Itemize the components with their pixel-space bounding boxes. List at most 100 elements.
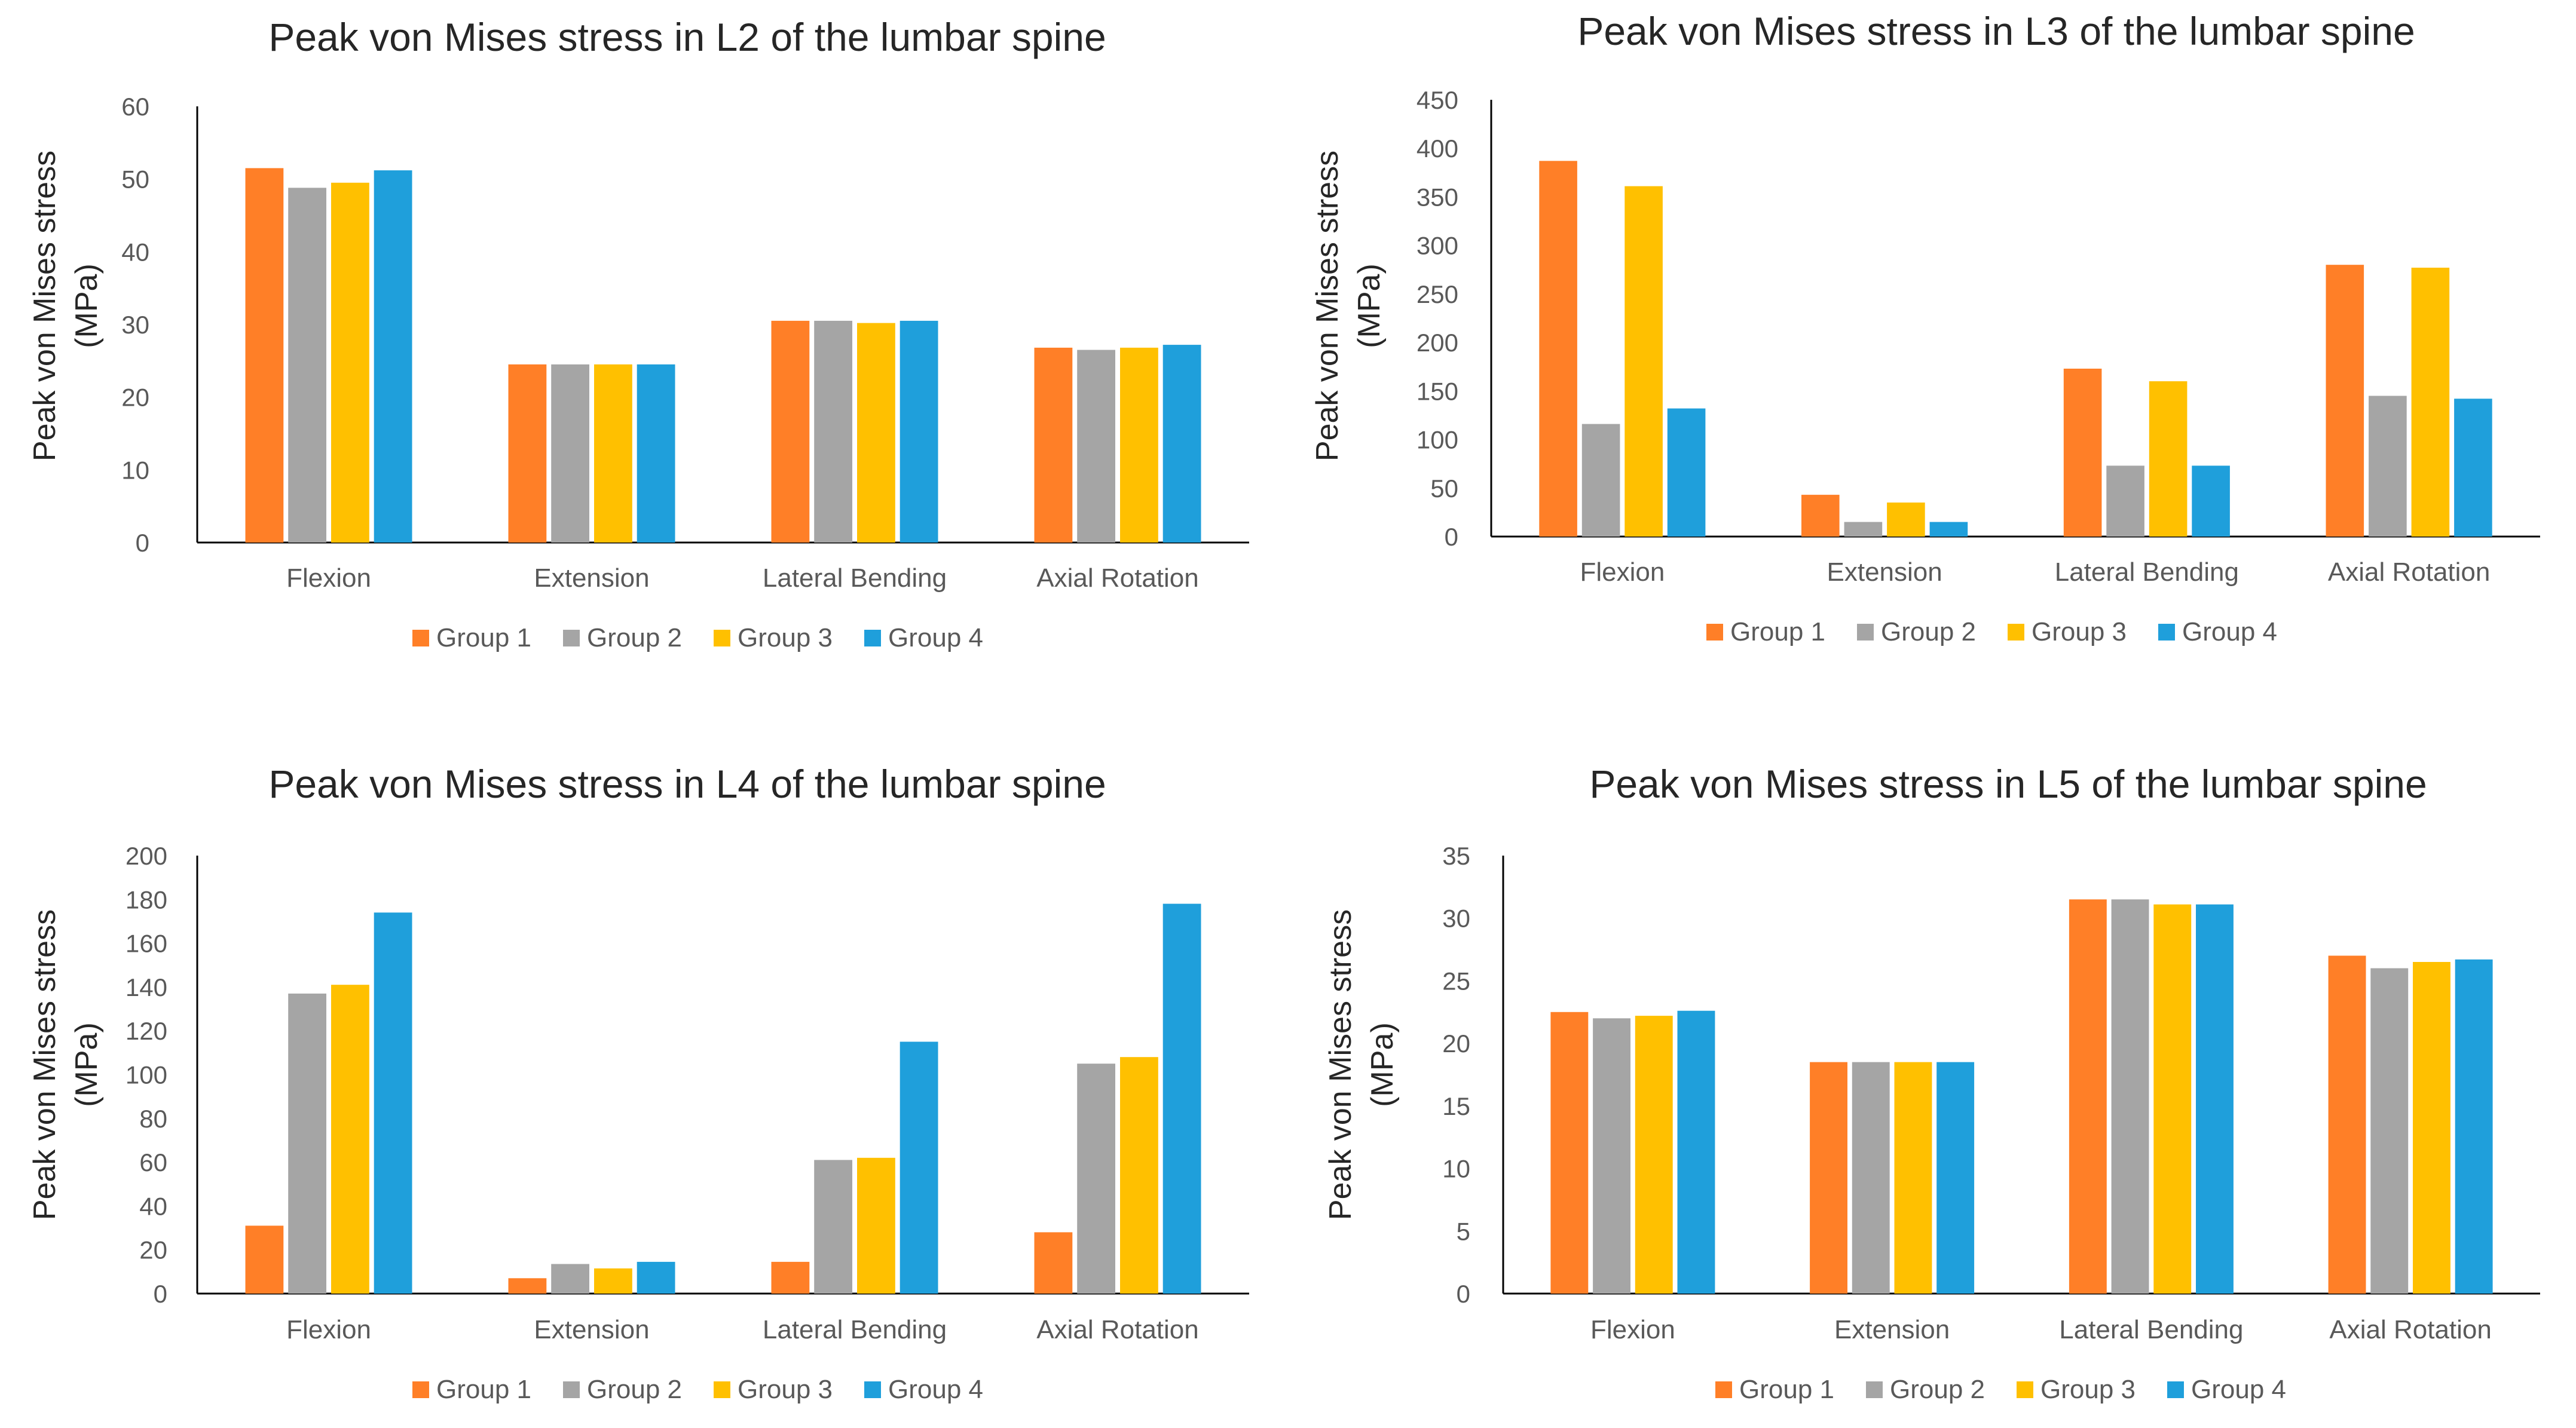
bar-group-1-extension: [1801, 495, 1840, 537]
y-axis-label: Peak von Mises stress: [27, 151, 62, 461]
legend: Group 1 Group 2 Group 3 Group 4: [1706, 617, 2277, 646]
bar-group-2-extension: [1844, 522, 1883, 537]
bar-group-1-lateral-bending: [2063, 369, 2102, 537]
bar-group-4-extension: [637, 1261, 675, 1294]
legend-swatch: [2008, 624, 2024, 641]
bar-group-4-extension: [1929, 522, 1968, 537]
chart-title: Peak von Mises stress in L3 of the lumba…: [1577, 9, 2415, 53]
bar-group-4-flexion: [1677, 1010, 1715, 1294]
y-tick-label: 20: [121, 384, 149, 412]
bar-group-2-extension: [551, 364, 589, 543]
y-tick-label: 25: [1442, 967, 1470, 995]
y-tick-label: 140: [126, 973, 167, 1001]
bar-group-1-axial-rotation: [2326, 265, 2364, 537]
bar-group-3-extension: [594, 364, 632, 543]
bar-group-2-extension: [1852, 1062, 1890, 1294]
legend-swatch: [563, 1381, 580, 1398]
y-tick-label: 50: [1430, 474, 1458, 502]
y-tick-label: 5: [1457, 1217, 1470, 1245]
x-category-label: Axial Rotation: [2328, 557, 2490, 587]
y-tick-label: 160: [126, 930, 167, 958]
bar-group-2-axial-rotation: [2370, 968, 2409, 1294]
bar-group-1-extension: [508, 364, 547, 543]
y-tick-label: 0: [136, 529, 149, 557]
chart-title: Peak von Mises stress in L4 of the lumba…: [268, 762, 1106, 806]
bar-group-1-flexion: [245, 1225, 284, 1294]
bar-group-4-extension: [1936, 1062, 1975, 1294]
bar-group-1-flexion: [245, 168, 284, 543]
bar-group-3-extension: [1887, 502, 1925, 537]
legend: Group 1 Group 2 Group 3 Group 4: [412, 1375, 983, 1404]
bar-group-1-lateral-bending: [771, 320, 810, 543]
bar-group-3-lateral-bending: [2149, 381, 2188, 537]
chart-title: Peak von Mises stress in L2 of the lumba…: [268, 15, 1106, 59]
bar-group-4-axial-rotation: [1162, 345, 1201, 543]
y-tick-label: 35: [1442, 842, 1470, 870]
bar-group-3-lateral-bending: [2153, 904, 2192, 1294]
bar-group-4-lateral-bending: [2196, 904, 2234, 1294]
bar-group-1-lateral-bending: [771, 1261, 810, 1294]
y-tick-label: 450: [1417, 86, 1458, 114]
legend-label: Group 3: [738, 623, 833, 652]
y-tick-label: 100: [126, 1061, 167, 1089]
x-category-label: Axial Rotation: [2329, 1315, 2491, 1344]
y-axis-label: Peak von Mises stress: [27, 909, 62, 1220]
y-tick-label: 10: [121, 456, 149, 484]
bar-group-2-lateral-bending: [2106, 465, 2144, 537]
bar-group-4-axial-rotation: [2455, 959, 2493, 1294]
x-category-label: Axial Rotation: [1036, 563, 1198, 593]
y-tick-label: 300: [1417, 232, 1458, 260]
legend-swatch: [412, 1381, 429, 1398]
x-category-label: Lateral Bending: [763, 1315, 947, 1344]
y-axis-unit-label: (MPa): [1365, 1022, 1400, 1107]
y-tick-label: 350: [1417, 183, 1458, 211]
legend-swatch: [714, 630, 730, 646]
bar-group-1-flexion: [1539, 161, 1577, 537]
bar-group-4-flexion: [374, 912, 412, 1294]
bar-group-3-lateral-bending: [857, 323, 895, 543]
x-category-label: Flexion: [286, 563, 371, 593]
x-category-label: Lateral Bending: [2055, 557, 2239, 587]
bar-group-4-lateral-bending: [2192, 465, 2230, 537]
y-tick-label: 60: [139, 1148, 167, 1176]
legend-swatch: [2158, 624, 2175, 641]
bar-group-3-axial-rotation: [2413, 962, 2450, 1294]
bar-group-2-extension: [551, 1264, 589, 1294]
bar-group-3-extension: [1894, 1062, 1932, 1294]
legend-swatch: [1706, 624, 1723, 641]
legend-swatch: [1715, 1381, 1732, 1398]
legend-label: Group 4: [888, 623, 983, 652]
y-tick-label: 150: [1417, 377, 1458, 405]
y-tick-label: 0: [1457, 1280, 1470, 1308]
bar-group-3-flexion: [331, 182, 369, 543]
bar-group-4-axial-rotation: [2454, 399, 2492, 537]
bar-group-3-axial-rotation: [2411, 268, 2450, 537]
y-axis-unit-label: (MPa): [1352, 263, 1387, 348]
bar-group-3-flexion: [1624, 186, 1663, 537]
x-category-label: Flexion: [286, 1315, 371, 1344]
legend-swatch: [864, 1381, 881, 1398]
legend-swatch: [2017, 1381, 2033, 1398]
y-tick-label: 180: [126, 885, 167, 914]
legend-label: Group 4: [2182, 617, 2277, 646]
y-tick-label: 40: [121, 238, 149, 266]
x-category-label: Flexion: [1590, 1315, 1675, 1344]
y-tick-label: 30: [1442, 905, 1470, 933]
bar-group-4-flexion: [1667, 408, 1706, 537]
legend: Group 1 Group 2 Group 3 Group 4: [1715, 1375, 2286, 1404]
legend-label: Group 1: [436, 1375, 531, 1404]
y-tick-label: 60: [121, 93, 149, 121]
legend-label: Group 1: [1730, 617, 1825, 646]
bar-group-4-lateral-bending: [900, 1041, 938, 1294]
y-tick-label: 80: [139, 1105, 167, 1133]
y-tick-label: 0: [1445, 523, 1458, 551]
legend-label: Group 2: [587, 1375, 682, 1404]
bar-group-1-extension: [508, 1278, 547, 1294]
y-tick-label: 15: [1442, 1092, 1470, 1120]
y-tick-label: 100: [1417, 426, 1458, 454]
bar-group-2-flexion: [1593, 1018, 1630, 1294]
bar-group-3-axial-rotation: [1120, 347, 1158, 543]
legend-label: Group 4: [888, 1375, 983, 1404]
chart-l5: Peak von Mises stress in L5 of the lumba…: [1323, 762, 2540, 1404]
